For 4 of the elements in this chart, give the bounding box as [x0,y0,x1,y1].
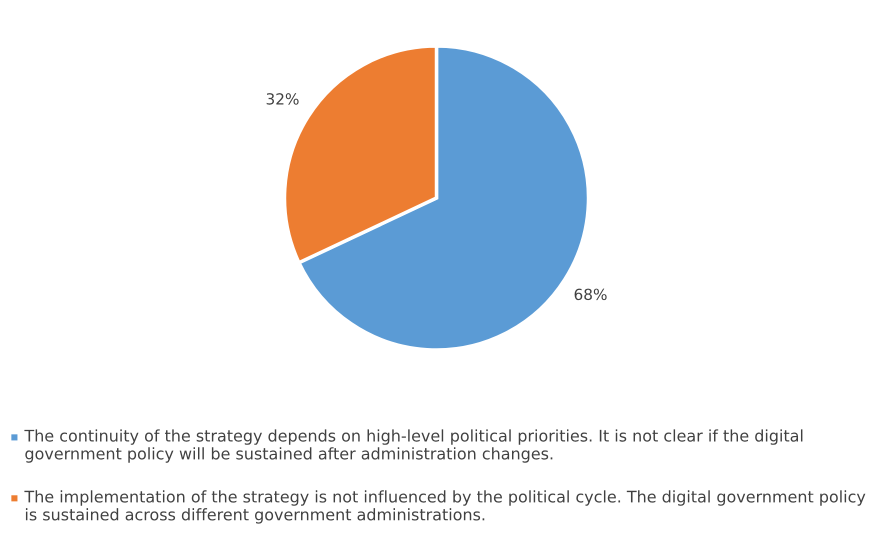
data-label: 32% [266,93,299,105]
data-label: 68% [574,288,607,300]
legend-label: The implementation of the strategy is not influenced by the political cycle. The digital government policy is sustained across different government administrations. [24,490,866,524]
legend-label: The continuity of the strategy depends on high-level political priorities. It is not clear if the digital government policy will be sustained after administration changes. [24,429,802,463]
